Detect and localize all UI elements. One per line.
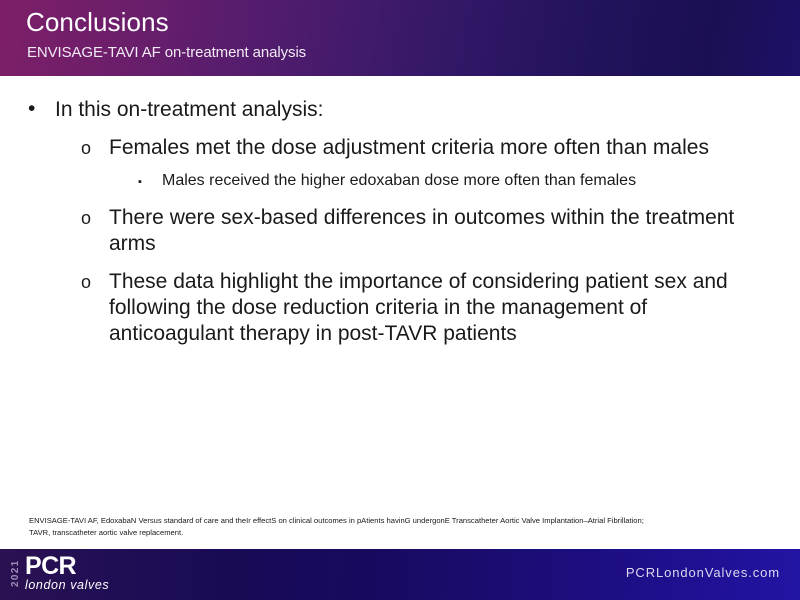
footnote-line-1: ENVISAGE-TAVI AF, EdoxabaN Versus standa…	[29, 516, 644, 525]
logo-subtitle-text: london valves	[25, 578, 110, 593]
bullet-text: In this on-treatment analysis:	[55, 98, 324, 121]
bullet-text: There were sex-based differences in outc…	[109, 205, 735, 255]
bullet-text: Males received the higher edoxaban dose …	[162, 171, 637, 189]
logo-wordmark: PCR london valves	[25, 552, 110, 593]
bullet-item-level3: ▪ Males received the higher edoxaban dos…	[138, 171, 800, 193]
bullet-item-level2: o These data highlight the importance of…	[81, 269, 800, 347]
slide-header: Conclusions ENVISAGE-TAVI AF on-treatmen…	[0, 0, 800, 76]
page-title: Conclusions	[26, 7, 169, 37]
slide-footer: 2021 PCR london valves PCRLondonValves.c…	[0, 549, 800, 600]
bullet-hollow-circle-icon: o	[81, 137, 92, 158]
bullet-text: Females met the dose adjustment criteria…	[109, 135, 709, 159]
footer-website-url: PCRLondonValves.com	[625, 565, 780, 580]
logo-year: 2021	[10, 559, 21, 588]
bullet-filled-square-icon: ▪	[138, 175, 142, 188]
slide-body: • In this on-treatment analysis: o Femal…	[0, 76, 800, 508]
pcr-london-valves-logo: 2021 PCR london valves	[10, 552, 110, 593]
bullet-text: These data highlight the importance of c…	[109, 269, 728, 345]
bullet-item-level2: o Females met the dose adjustment criter…	[81, 135, 800, 161]
footnote-line-2: TAVR, transcatheter aortic valve replace…	[29, 527, 184, 537]
bullet-item-level2: o There were sex-based differences in ou…	[81, 205, 800, 257]
logo-pcr-text: PCR	[25, 552, 77, 581]
bullet-hollow-circle-icon: o	[81, 271, 92, 292]
bullet-hollow-circle-icon: o	[81, 207, 92, 228]
bullet-dot-icon: •	[28, 97, 36, 120]
bullet-item-level1: • In this on-treatment analysis:	[28, 97, 800, 123]
footnote-abbreviations: ENVISAGE-TAVI AF, EdoxabaN Versus standa…	[29, 515, 779, 538]
page-subtitle: ENVISAGE-TAVI AF on-treatment analysis	[27, 44, 307, 61]
